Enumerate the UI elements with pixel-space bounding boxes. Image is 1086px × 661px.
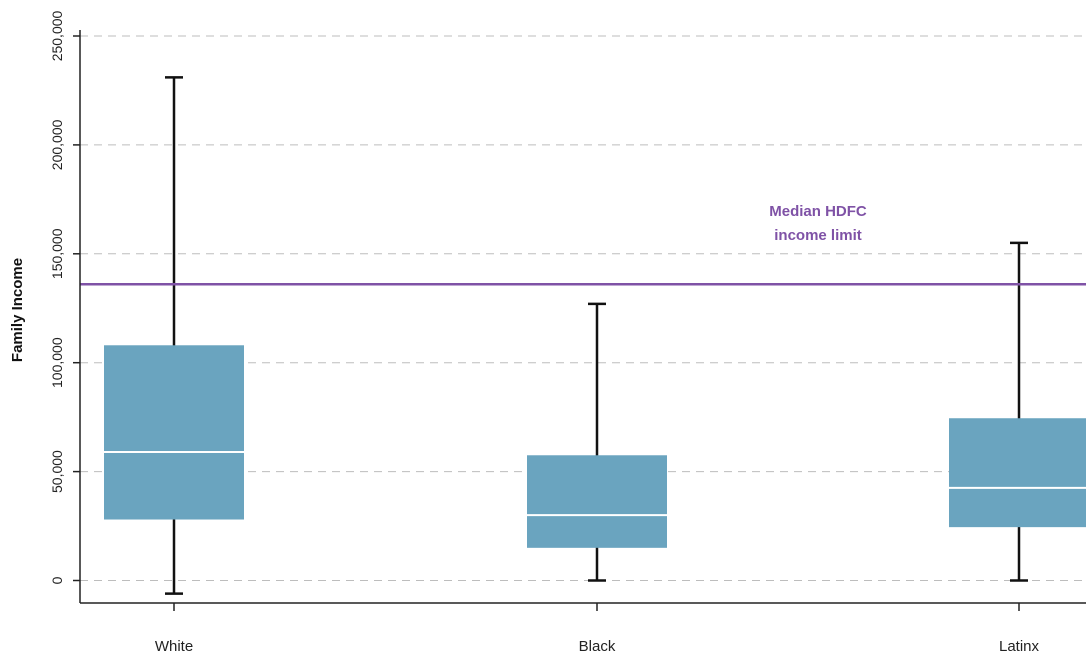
y-tick-label-1: 50,000 (49, 450, 65, 493)
category-labels: White Black Latinx (155, 603, 1040, 655)
box-white (104, 76, 244, 595)
y-tick-label-5: 250,000 (49, 10, 65, 61)
box-latinx (949, 241, 1086, 582)
reference-label-line1: Median HDFC (769, 203, 867, 220)
y-tick-label-2: 100,000 (49, 337, 65, 388)
y-tick-label-3: 150,000 (49, 228, 65, 279)
reference-label-line2: income limit (774, 227, 862, 244)
box-iqr (949, 418, 1086, 528)
category-label-black: Black (579, 638, 616, 655)
box-iqr (104, 345, 244, 520)
boxes (104, 76, 1086, 595)
category-label-latinx: Latinx (999, 638, 1040, 655)
box-black (527, 302, 667, 582)
y-axis-title: Family Income (9, 258, 26, 362)
box-iqr (527, 455, 667, 548)
y-tick-label-4: 200,000 (49, 119, 65, 170)
y-tick-label-0: 0 (49, 576, 65, 584)
category-label-white: White (155, 638, 193, 655)
axes (79, 30, 1086, 604)
y-tick-labels: 0 50,000 100,000 150,000 200,000 250,000 (49, 10, 80, 584)
reference-line-group: Median HDFC income limit (80, 203, 1086, 286)
